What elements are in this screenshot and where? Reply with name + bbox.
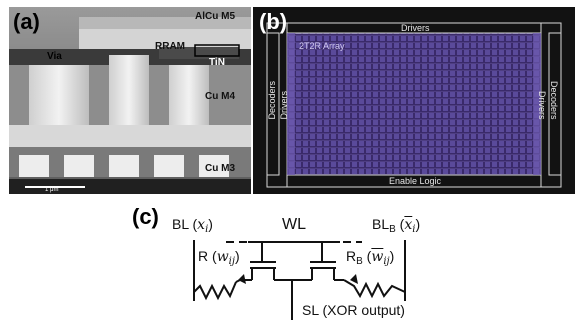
panel-label-c: (c) — [132, 204, 159, 229]
tin-label: TiN — [209, 57, 225, 68]
blb-sub: B — [389, 224, 396, 235]
drivers-top-label: Drivers — [401, 23, 430, 33]
drivers-left-label: Drivers — [279, 91, 289, 120]
resistor-label: R (wij) — [198, 248, 240, 267]
scale-bar-label: 1 μm — [45, 187, 59, 193]
decoders-right-label: Decoders — [549, 81, 559, 120]
array-layout-image — [253, 7, 575, 194]
r-text: R — [198, 248, 209, 264]
blb-text: BL — [372, 216, 390, 232]
bl-sub: i — [205, 224, 209, 235]
r-var: w — [216, 249, 229, 265]
sem-cross-section-panel: (a) AlCu M5 RRAM Via TiN Cu M4 Cu M3 1 μ… — [9, 7, 251, 194]
rram-label: RRAM — [155, 41, 185, 52]
cu-m4-label: Cu M4 — [205, 91, 235, 102]
panel-label-b: (b) — [259, 9, 288, 34]
rb-var-sub: ij — [383, 256, 390, 267]
cu-m3-label: Cu M3 — [205, 163, 235, 174]
alcu-m5-label: AlCu M5 — [195, 11, 235, 22]
rb-sub: B — [356, 256, 363, 267]
wordline-label: WL — [282, 216, 306, 233]
bitline-label: BL (xi) — [172, 216, 213, 235]
bitline-b-label: BLB (xi) — [372, 216, 421, 235]
via-label: Via — [47, 51, 62, 62]
enable-logic-label: Enable Logic — [389, 176, 442, 186]
rb-text: R — [346, 248, 357, 264]
array-layout-panel: (b) Drivers 2T2R Array Decoders Drivers … — [253, 7, 575, 194]
sourceline-label: SL (XOR output) — [302, 302, 405, 318]
array-label: 2T2R Array — [299, 41, 345, 51]
r-sub: ij — [228, 256, 235, 267]
sem-image — [9, 7, 251, 194]
drivers-right-label: Drivers — [537, 91, 547, 120]
resistor-b-label: RB (wij) — [346, 248, 395, 267]
circuit-schematic — [193, 240, 406, 320]
panel-label-a: (a) — [13, 9, 40, 34]
rb-var: w — [371, 249, 384, 265]
blb-var: x — [404, 217, 413, 233]
circuit-panel: (c) BL (xi) WL BLB (xi) R (wij) RB (wij)… — [0, 196, 587, 329]
blb-var-sub: i — [412, 224, 416, 235]
bl-var: x — [197, 217, 206, 233]
bl-text: BL — [172, 216, 189, 232]
decoders-left-label: Decoders — [267, 81, 277, 120]
